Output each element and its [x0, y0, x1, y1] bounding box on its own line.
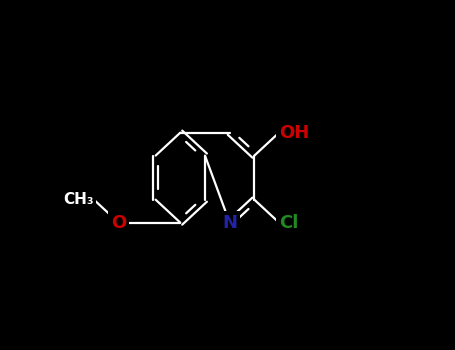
Text: N: N [222, 214, 237, 232]
Text: Cl: Cl [279, 214, 298, 232]
Text: CH₃: CH₃ [63, 192, 94, 207]
Text: O: O [111, 214, 126, 232]
Text: OH: OH [279, 124, 309, 142]
